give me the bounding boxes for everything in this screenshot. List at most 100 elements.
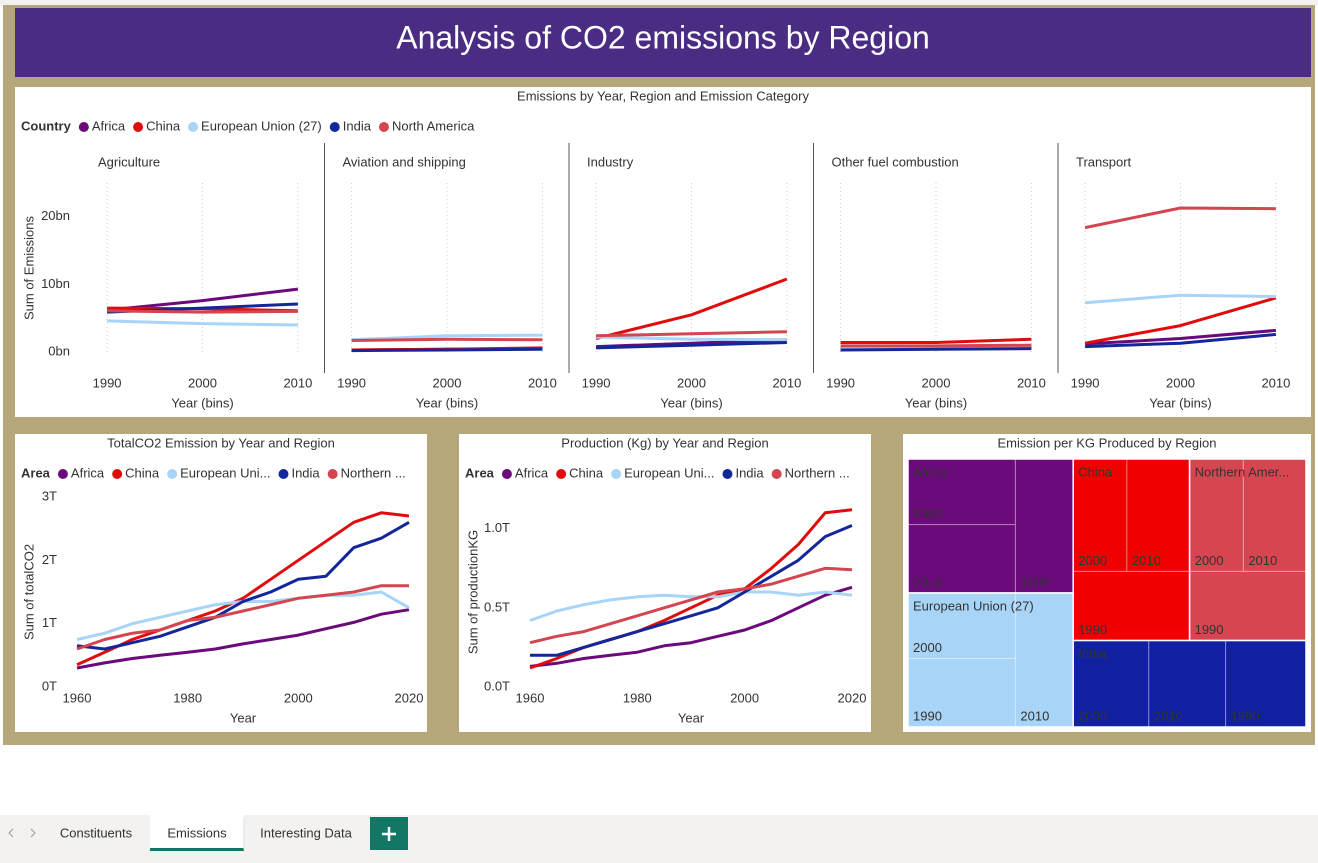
treemap-group-label: Northern Amer... (1195, 464, 1290, 479)
treemap-cell-label: 2010 (1020, 708, 1049, 723)
x-tick-label: 1990 (337, 375, 366, 390)
series-line (529, 566, 853, 645)
x-tick-label: 2000 (284, 690, 313, 705)
series-line (351, 337, 543, 342)
treemap-group-label: India (1078, 646, 1107, 661)
y-tick-label: 3T (42, 488, 57, 503)
series-line (1084, 296, 1277, 345)
chart-title: Production (Kg) by Year and Region (561, 435, 768, 450)
panel-title: Other fuel combustion (832, 154, 959, 169)
series-line (840, 343, 1032, 348)
series-line (529, 590, 853, 622)
legend-label: China (569, 465, 604, 480)
legend-label: China (125, 465, 160, 480)
chart-title: Emission per KG Produced by Region (998, 435, 1217, 450)
series-line (76, 608, 410, 670)
series-line (840, 347, 1032, 352)
legend-label: India (343, 118, 372, 133)
tab-label[interactable]: Constituents (60, 825, 133, 840)
x-tick-label: 2000 (188, 375, 217, 390)
visual-panel (15, 434, 427, 732)
series-line (1085, 332, 1277, 349)
next-arrow[interactable] (30, 828, 36, 838)
header-bar (15, 8, 1311, 77)
x-tick-label: 2020 (395, 690, 424, 705)
treemap-cell-label: 2010 (1154, 708, 1183, 723)
legend-label: China (146, 118, 181, 133)
x-tick-label: 2010 (528, 375, 557, 390)
x-tick-label: 2000 (677, 375, 706, 390)
y-tick-label: 2T (42, 552, 57, 567)
treemap-cell (1126, 458, 1191, 572)
legend-label: Northern ... (785, 465, 850, 480)
y-tick-label: 10bn (41, 276, 70, 291)
x-tick-label: 2000 (922, 375, 951, 390)
treemap-cell-label: 1990 (1195, 622, 1224, 637)
series-line (595, 277, 788, 340)
x-tick-label: 1990 (582, 375, 611, 390)
legend-label: India (291, 465, 320, 480)
treemap-cell-label: 2000 (1078, 708, 1107, 723)
panel-title: Agriculture (98, 154, 160, 169)
series-line (530, 524, 853, 657)
x-tick-label: 2000 (730, 690, 759, 705)
treemap-cell-label: 2000 (913, 506, 942, 521)
x-tick-label: 2020 (838, 690, 867, 705)
legend-marker (57, 469, 68, 479)
x-tick-label: 2010 (283, 375, 312, 390)
series-line (76, 584, 409, 651)
treemap-cell (1014, 458, 1074, 594)
treemap-cell (907, 524, 1016, 594)
panel-title: Transport (1076, 154, 1132, 169)
legend-marker (501, 469, 512, 479)
x-tick-label: 1980 (173, 690, 202, 705)
treemap-cell-label: 2010 (1248, 553, 1277, 568)
series-line (840, 337, 1032, 344)
series-line (596, 335, 787, 342)
y-axis-label: Sum of productionKG (465, 530, 480, 654)
treemap-cell (1189, 570, 1307, 642)
treemap-cell-label: 1990 (1020, 574, 1049, 589)
legend-label: Northern ... (341, 465, 406, 480)
legend-label: European Uni... (624, 465, 714, 480)
x-tick-label: 2010 (772, 375, 801, 390)
chart-title: TotalCO2 Emission by Year and Region (107, 435, 335, 450)
y-tick-label: 1T (42, 615, 57, 630)
series-line (596, 330, 787, 338)
prev-arrow[interactable] (8, 828, 14, 838)
series-line (1084, 206, 1276, 230)
treemap-cell (1148, 640, 1227, 728)
treemap-cell (1242, 458, 1307, 572)
x-tick-label: 2010 (1017, 375, 1046, 390)
series-line (529, 585, 853, 668)
header-title: Analysis of CO2 emissions by Region (396, 19, 930, 55)
treemap-cell-label: 2010 (1132, 553, 1161, 568)
legend-marker (327, 469, 338, 479)
treemap-cell-label: 2000 (913, 640, 942, 655)
series-line (76, 511, 410, 667)
panel-title: Industry (587, 154, 634, 169)
legend-title: Area (465, 465, 495, 480)
legend-label: European Uni... (180, 465, 270, 480)
treemap-group-label: European Union (27) (913, 598, 1034, 613)
x-axis-label: Year (bins) (1149, 395, 1211, 410)
series-line (1084, 293, 1276, 305)
legend-label: Africa (515, 465, 549, 480)
series-line (76, 520, 410, 651)
x-tick-label: 1980 (623, 690, 652, 705)
y-tick-label: 20bn (41, 208, 70, 223)
tab-label[interactable]: Interesting Data (260, 825, 353, 840)
x-tick-label: 1990 (93, 375, 122, 390)
tab-label[interactable]: Emissions (167, 825, 227, 840)
legend-marker (278, 469, 289, 479)
treemap-cell (907, 458, 1016, 526)
visual-panel (15, 87, 1311, 417)
legend-marker (556, 469, 567, 479)
treemap-group-label: Africa (913, 464, 947, 479)
treemap-cell (1189, 458, 1244, 572)
legend-marker (329, 122, 340, 132)
legend-marker (167, 469, 178, 479)
x-tick-label: 2010 (1261, 375, 1290, 390)
active-tab[interactable] (150, 815, 244, 851)
